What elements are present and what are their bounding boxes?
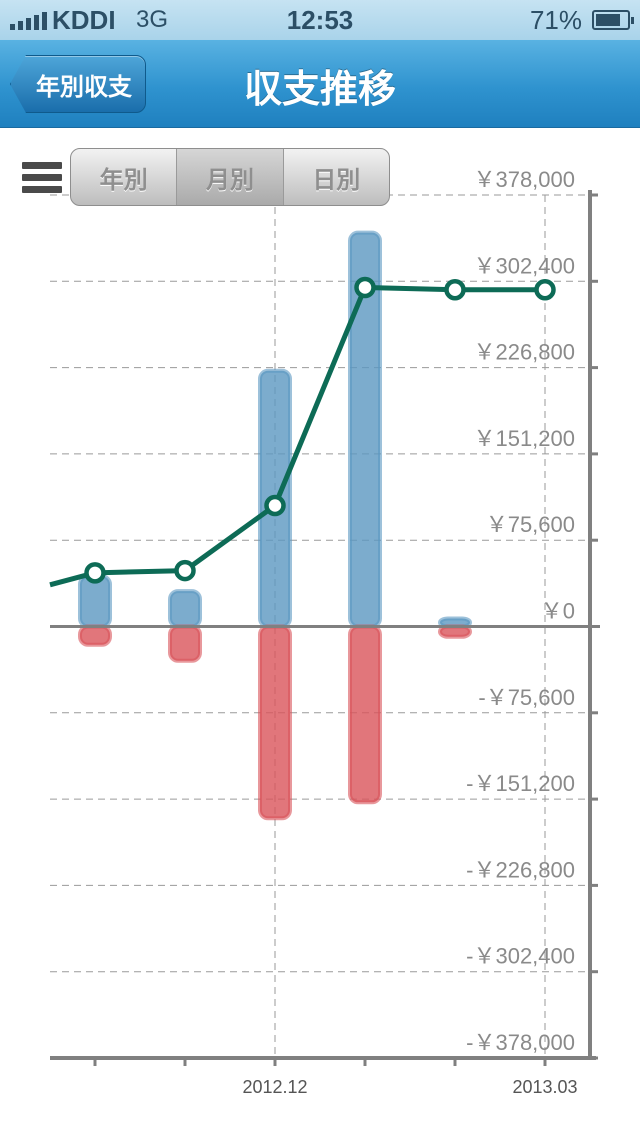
expense-bar (348, 624, 382, 805)
expense-bar (78, 624, 112, 647)
battery-percent: 71% (529, 5, 582, 35)
balance-point (174, 559, 196, 582)
navigation-bar: 年別収支 収支推移 (0, 40, 640, 128)
y-tick-label: -￥75,600 (478, 685, 575, 710)
y-tick-label: ￥302,400 (473, 253, 575, 278)
balance-point (354, 276, 376, 299)
battery-icon (592, 10, 634, 30)
income-bar (78, 574, 112, 629)
balance-point (444, 278, 466, 301)
network-label: 3G (136, 6, 169, 33)
signal-strength-icon (10, 12, 47, 30)
expense-bar (168, 624, 202, 663)
y-tick-label: ￥378,000 (473, 167, 575, 192)
income-expense-chart: ￥378,000 ￥302,400 ￥226,800 ￥151,200 ￥75,600 ￥… (49, 167, 600, 1097)
status-bar: KDDI 3G 12:53 71% (0, 0, 640, 40)
balance-point (264, 494, 286, 517)
y-tick-label: -￥302,400 (466, 944, 575, 969)
x-tick-label: 2013.03 (512, 1077, 577, 1097)
carrier-label: KDDI (52, 5, 116, 35)
y-tick-label: ￥75,600 (486, 512, 575, 537)
y-tick-label: ￥0 (541, 599, 575, 624)
balance-point (84, 562, 106, 584)
menu-icon[interactable] (22, 162, 62, 198)
y-tick-label: -￥226,800 (466, 857, 575, 882)
segment-yearly[interactable]: 年別 (71, 149, 178, 205)
segment-monthly[interactable]: 月別 (177, 149, 284, 205)
expense-bar (258, 624, 292, 821)
y-tick-label: ￥151,200 (473, 426, 575, 451)
y-tick-label: -￥378,000 (466, 1030, 575, 1055)
balance-point (534, 278, 556, 301)
clock: 12:53 (286, 5, 354, 35)
segment-daily[interactable]: 日別 (312, 166, 361, 194)
income-bar (168, 589, 202, 629)
x-tick-label: 2012.12 (242, 1077, 307, 1097)
back-button[interactable]: 年別収支 (10, 55, 146, 113)
page-title: 収支推移 (243, 69, 396, 111)
expense-bar (438, 624, 472, 639)
y-tick-label: ￥226,800 (473, 340, 575, 365)
y-tick-label: -￥151,200 (466, 771, 575, 796)
period-segmented-control: 年別 月別 日別 (70, 148, 390, 206)
